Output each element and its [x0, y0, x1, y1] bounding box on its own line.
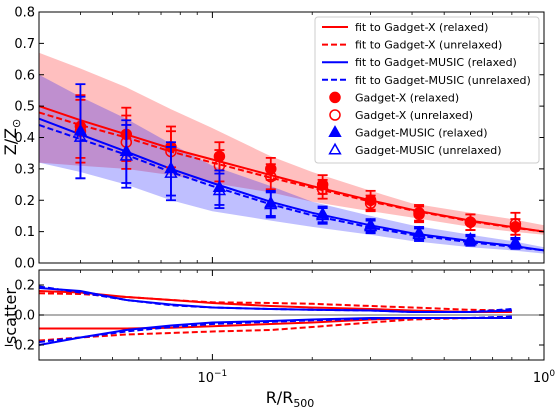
data-point-triangle — [212, 183, 227, 196]
fit-line-3 — [39, 124, 544, 252]
scatter-line-3 — [39, 317, 512, 342]
data-point-triangle — [412, 227, 426, 240]
fit-line-1 — [39, 111, 544, 233]
y-tick-label: 0.3 — [14, 162, 35, 177]
x-tick-label: 10−1 — [197, 369, 227, 386]
legend-marker-circle — [329, 91, 341, 104]
y-tick-label: 0.8 — [14, 6, 35, 21]
legend-entry-label: Gadget-X (relaxed) — [355, 91, 459, 104]
legend-entry-label: fit to Gadget-X (relaxed) — [355, 21, 488, 34]
legend-marker-triangle — [328, 142, 342, 155]
data-point-triangle — [264, 197, 278, 210]
confidence-band-gadget-x — [39, 52, 544, 235]
y-tick-label: 0.1 — [14, 225, 35, 240]
data-point-circle — [265, 170, 277, 183]
data-point-triangle — [363, 219, 378, 232]
legend-entry-label: Gadget-MUSIC (relaxed) — [355, 127, 488, 140]
legend-entry-label: fit to Gadget-MUSIC (relaxed) — [355, 56, 517, 69]
data-point-triangle — [463, 233, 478, 246]
y-tick-label: 0.2 — [14, 279, 35, 294]
data-point-triangle — [119, 148, 133, 161]
y-tick-label: 0.0 — [14, 309, 35, 324]
y-tick-label: −0.2 — [3, 339, 35, 354]
top-axis-ticks: 0.0 0.1 0.2 0.3 0.4 0.5 0.6 0.7 0.8 — [14, 6, 545, 272]
legend-marker-circle — [329, 109, 341, 121]
x-tick-label: 100 — [533, 369, 556, 386]
bottom-axis-ticks: −0.2 0.0 0.2 10−1 100 — [3, 270, 555, 386]
data-point-triangle — [164, 166, 178, 178]
legend-entry-label: fit to Gadget-MUSIC (unrelaxed) — [355, 74, 531, 87]
scatter-line-7 — [39, 315, 512, 343]
legend-entry-label: Gadget-MUSIC (unrelaxed) — [355, 144, 502, 157]
y-tick-label: 0.5 — [14, 100, 35, 115]
confidence-band-gadget-music — [39, 74, 544, 254]
y-tick-label: 0.6 — [14, 68, 35, 83]
fit-lines — [39, 105, 544, 252]
data-point-circle — [364, 197, 377, 210]
scatter-line-1 — [39, 317, 512, 330]
legend-frame — [314, 16, 540, 164]
data-point-circle — [509, 218, 522, 230]
data-point-triangle — [73, 129, 88, 142]
y-tick-label: 0.2 — [14, 194, 35, 209]
x-axis-label: R/R500 — [266, 388, 315, 410]
scatter-line-6 — [39, 285, 512, 313]
legend: fit to Gadget-X (relaxed) fit to Gadget-X… — [314, 16, 540, 164]
legend-entry-label: Gadget-X (unrelaxed) — [355, 109, 473, 122]
legend-marker-triangle — [328, 125, 342, 137]
y-tick-label: 0.7 — [14, 37, 35, 52]
data-point-triangle — [508, 236, 523, 249]
fit-line-2 — [39, 117, 544, 252]
top-panel: 0.0 0.1 0.2 0.3 0.4 0.5 0.6 0.7 0.8 Z/Z⊙ fit to … — [1, 6, 545, 272]
top-y-axis-label: Z/Z⊙ — [1, 119, 23, 156]
y-tick-label: 0.4 — [14, 131, 35, 146]
bottom-panel: −0.2 0.0 0.2 10−1 100 scatter R/R500 — [1, 269, 555, 410]
data-points — [73, 83, 523, 250]
confidence-bands — [39, 52, 544, 254]
data-point-triangle — [315, 208, 330, 221]
bottom-y-axis-label: scatter — [1, 288, 20, 344]
data-point-circle — [316, 183, 329, 196]
scatter-lines — [39, 285, 512, 346]
y-tick-label: 0.0 — [14, 257, 35, 272]
data-point-circle — [413, 208, 425, 221]
legend-entry-label: fit to Gadget-X (unrelaxed) — [355, 39, 502, 52]
data-point-circle — [464, 216, 477, 228]
